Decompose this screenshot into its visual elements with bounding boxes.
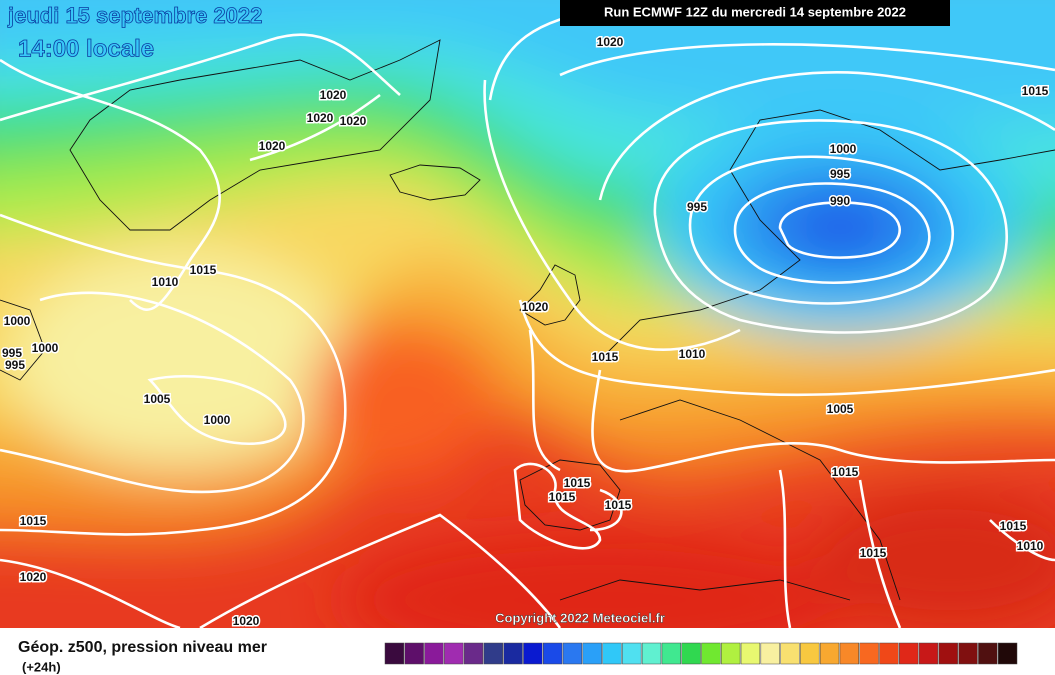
coastlines [0,39,1055,601]
run-info: Run ECMWF 12Z du mercredi 14 septembre 2… [604,4,906,19]
isobar-label: 1015 [860,546,887,560]
color-swatch [681,642,701,665]
color-swatch [622,642,642,665]
color-swatch [938,642,958,665]
isobar-label: 1010 [152,275,179,289]
isobar-label: 1020 [20,570,47,584]
color-swatch [800,642,820,665]
isobar-label: 1000 [830,142,857,156]
isobar-label: 1020 [597,35,624,49]
isobar-label: 990 [830,194,850,208]
color-swatch [543,642,563,665]
isobar-label: 1020 [307,111,334,125]
color-swatch [602,642,622,665]
color-swatch [721,642,741,665]
color-swatch [503,642,523,665]
time-title: 14:00 locale [18,35,154,62]
color-swatch [384,642,405,665]
color-swatch [562,642,583,665]
isobar-label: 1020 [522,300,549,314]
color-swatch [839,642,859,665]
color-swatch [859,642,879,665]
isobar-label: 1010 [679,347,706,361]
color-swatch [958,642,978,665]
isobar-label: 1020 [320,88,347,102]
color-swatch [819,642,840,665]
color-swatch [483,642,503,665]
color-swatch [463,642,484,665]
color-swatch [424,642,444,665]
legend-title: Géop. z500, pression niveau mer [18,639,267,656]
copyright: Copyright 2022 Meteociel.fr [495,610,665,625]
color-swatch [879,642,899,665]
color-swatch [404,642,424,665]
background [0,0,1055,628]
isobar-label: 1005 [144,392,171,406]
isobar-label: 1010 [1017,539,1044,553]
date-title: jeudi 15 septembre 2022 [7,3,262,28]
isobar-label: 1015 [20,514,47,528]
isobar-label: 995 [687,200,707,214]
isobar-label: 1015 [592,350,619,364]
isobars [0,8,1055,628]
legend: Géop. z500, pression niveau mer (+24h) [18,639,1018,674]
isobar-label: 1020 [233,614,260,628]
isobar-label: 1000 [32,341,59,355]
color-swatch [444,642,464,665]
color-swatch [661,642,681,665]
color-swatch [780,642,800,665]
color-swatch [978,642,998,665]
legend-lead: (+24h) [22,659,61,674]
isobar-label: 1015 [1000,519,1027,533]
isobar-label: 1015 [832,465,859,479]
color-scale [384,642,1018,665]
color-swatch [523,642,543,665]
color-swatch [582,642,602,665]
isobar-label: 1020 [340,114,367,128]
color-swatch [641,642,662,665]
isobar-label: 1015 [190,263,217,277]
color-swatch [740,642,761,665]
isobar-label: 1015 [549,490,576,504]
isobar-label: 995 [5,358,25,372]
isobar-label: 1015 [1022,84,1049,98]
run-banner [560,0,950,26]
color-swatch [760,642,780,665]
isobar-label: 995 [830,167,850,181]
isobar-label: 1015 [564,476,591,490]
color-swatch [918,642,939,665]
isobar-label: 1000 [4,314,31,328]
isobar-label: 1020 [259,139,286,153]
color-swatch [997,642,1018,665]
isobar-label: 995 [2,346,22,360]
isobar-label: 1005 [827,402,854,416]
isobar-label: 1000 [204,413,231,427]
isobar-label: 1015 [605,498,632,512]
color-swatch [701,642,721,665]
color-swatch [899,642,919,665]
